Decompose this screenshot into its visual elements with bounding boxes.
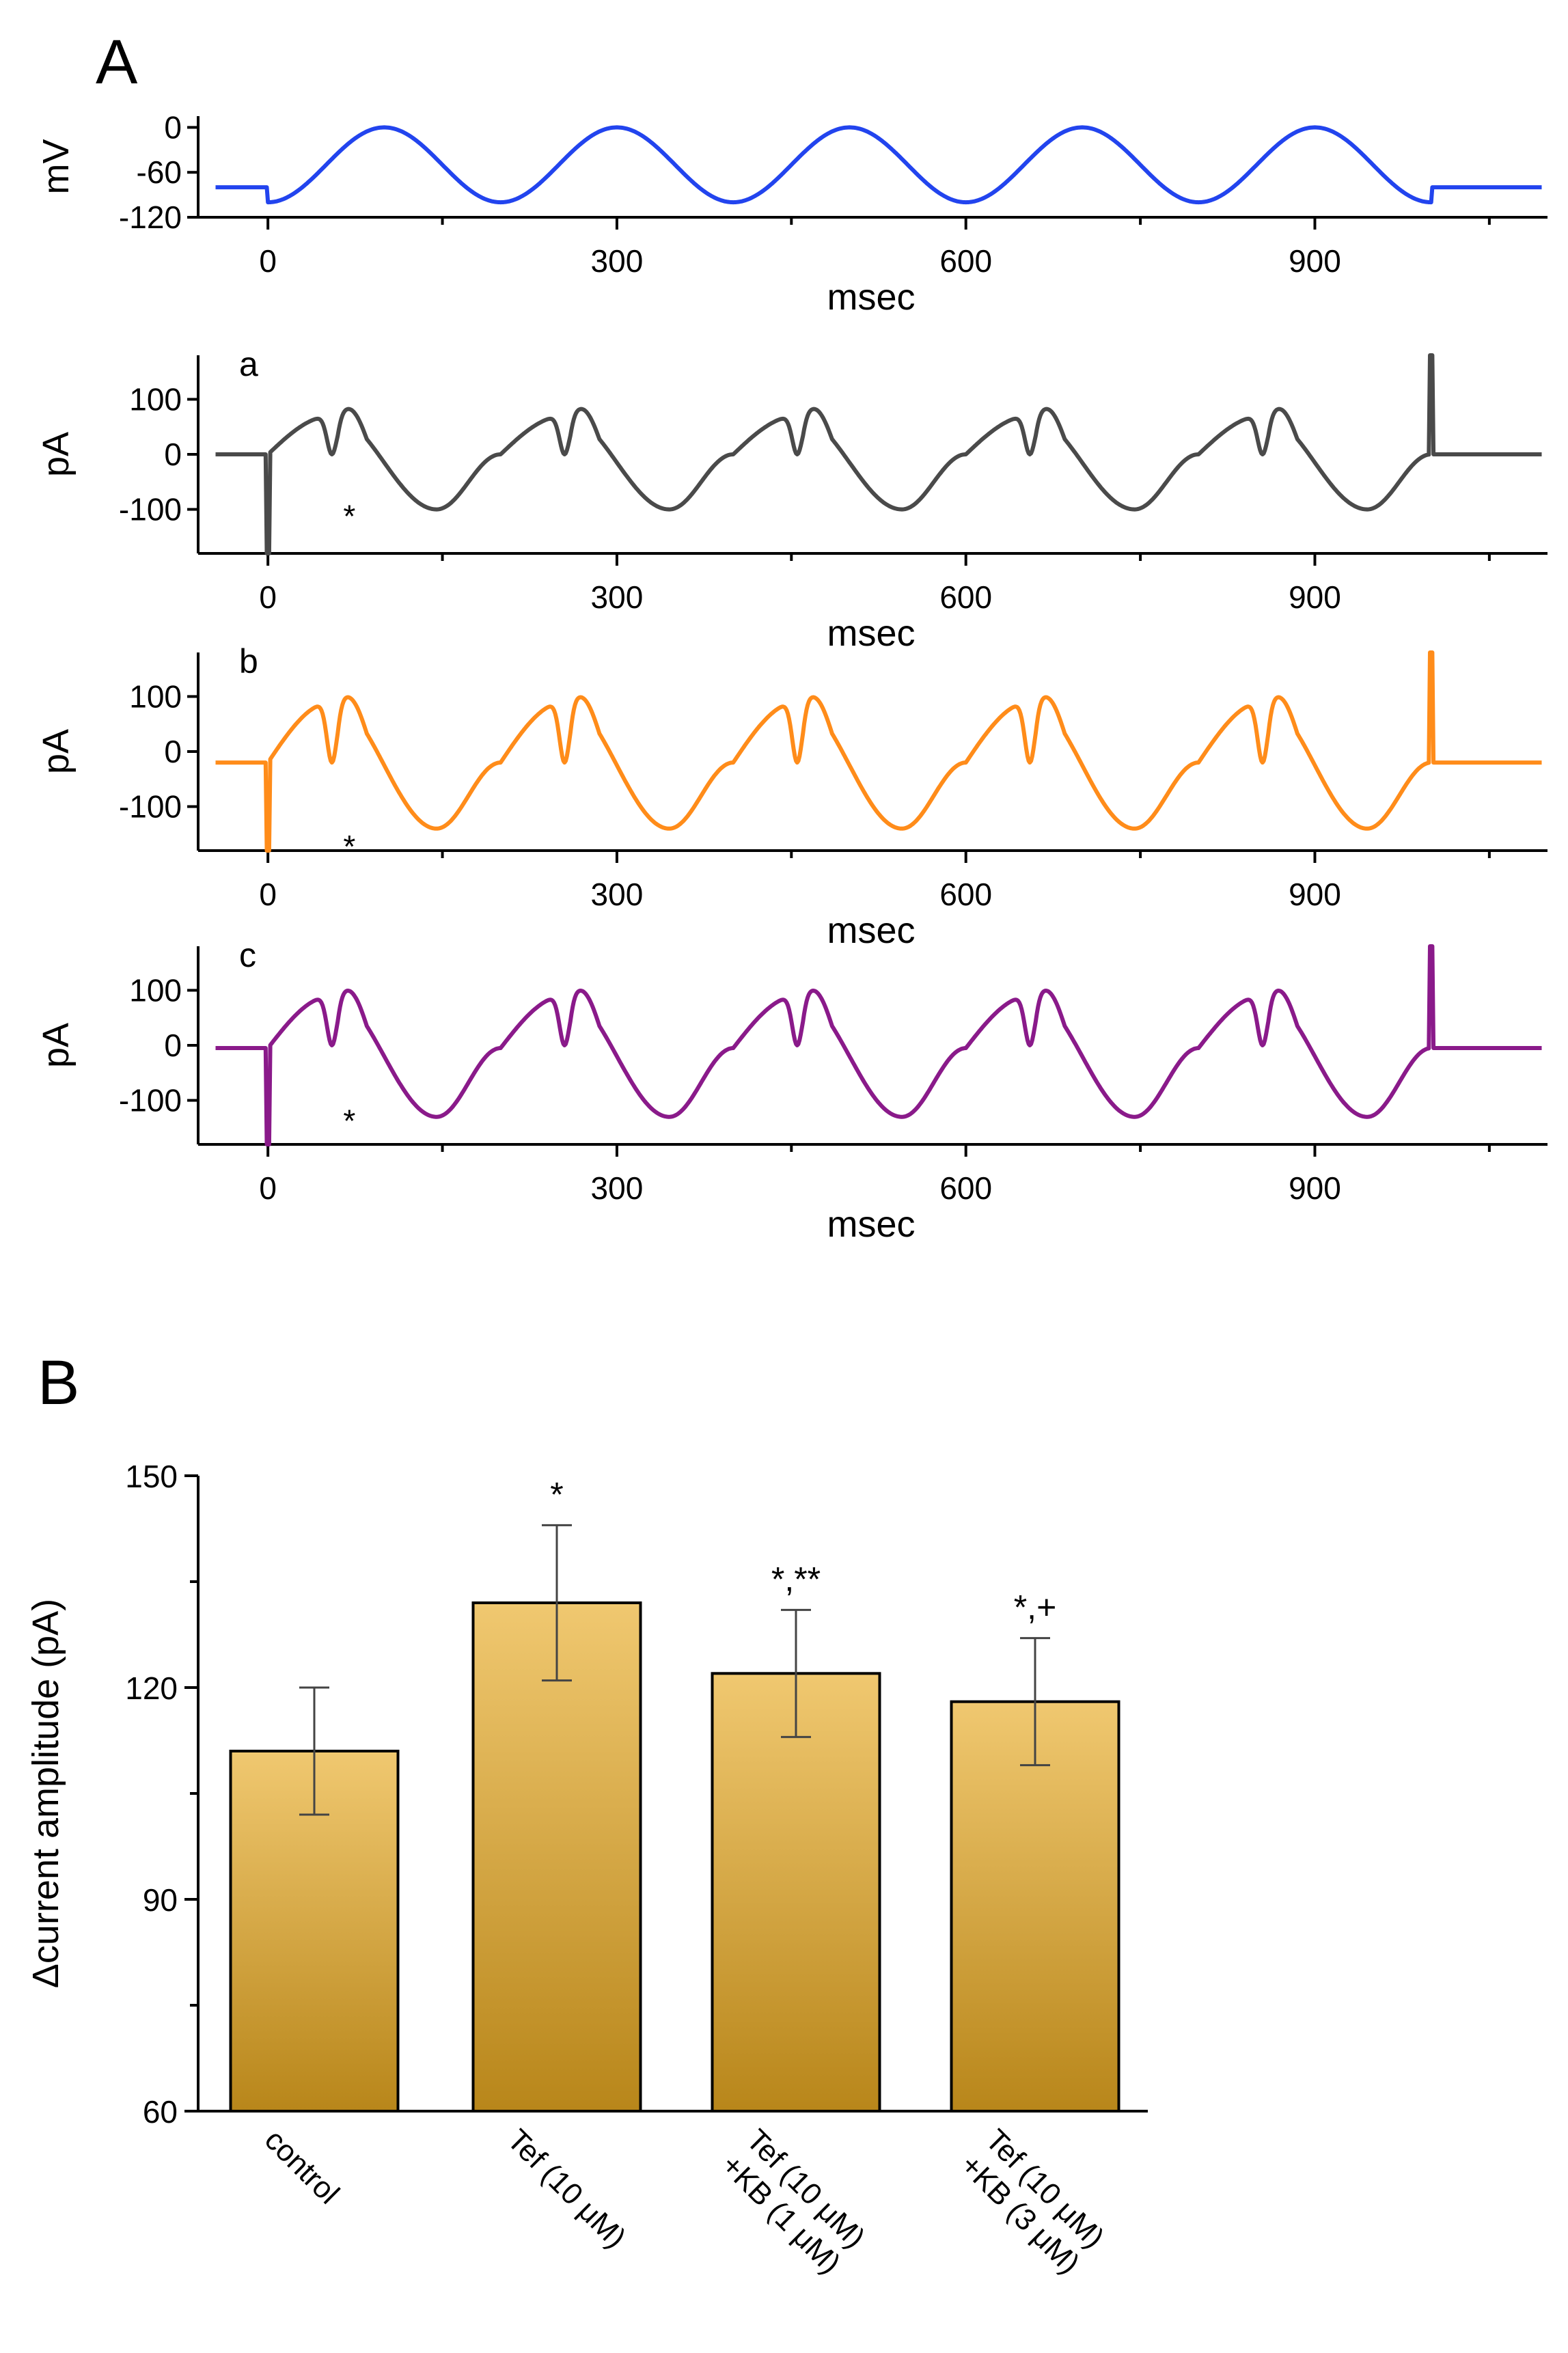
x-tick-label: 600: [939, 243, 992, 279]
x-axis-title: msec: [827, 910, 915, 951]
bar: [711, 1672, 881, 2113]
x-tick-label: 600: [939, 877, 992, 912]
category-label-line: control: [258, 2123, 346, 2210]
y-tick-label: 0: [164, 437, 182, 472]
x-tick-label: 300: [591, 1170, 644, 1206]
y-axis-title: pA: [36, 729, 77, 774]
bar: [229, 1750, 400, 2113]
x-tick-label: 900: [1289, 243, 1341, 279]
trace-panel-2: 100 0 -100 0 300 600 900 pA msec a *: [36, 345, 1548, 654]
significance-marker: *,**: [771, 1560, 821, 1598]
significance-marker: *: [550, 1475, 563, 1513]
x-tick-label: 900: [1289, 579, 1341, 615]
trace-line: [215, 353, 1543, 555]
category-label: Tef (10 μM)+KB (3 μM): [954, 2123, 1110, 2280]
x-axis-title: msec: [827, 613, 915, 654]
y-tick-label: 0: [164, 734, 182, 769]
y-tick-label: 0: [164, 109, 182, 145]
y-tick-label: 120: [125, 1670, 178, 1706]
x-tick-label: 0: [259, 243, 277, 279]
y-tick-label: 150: [125, 1459, 178, 1494]
bar: [471, 1601, 642, 2113]
trace-letter: a: [239, 345, 258, 383]
y-axis-title: mV: [36, 139, 77, 195]
category-label: Tef (10 μM): [501, 2123, 633, 2255]
notch-marker: *: [343, 829, 355, 864]
x-tick-label: 0: [259, 1170, 277, 1206]
panel-b-letter: B: [38, 1348, 79, 1418]
significance-marker: *,+: [1014, 1588, 1057, 1627]
trace-line: [215, 125, 1543, 205]
trace-panel-3: 100 0 -100 0 300 600 900 pA msec b *: [36, 642, 1548, 951]
panel-a-letter: A: [96, 27, 138, 97]
y-tick-label: -100: [119, 789, 182, 825]
trace-line: [215, 944, 1543, 1146]
panel-b-bar-chart: 60 90 120 150 Δcurrent amplitude (pA) control…: [25, 1459, 1148, 2281]
trace-letter: b: [239, 642, 258, 680]
trace-panel-1: 0 -60 -120 0 300 600 900 mV msec: [36, 109, 1548, 318]
y-tick-label: -100: [119, 492, 182, 527]
x-tick-label: 0: [259, 579, 277, 615]
category-label: Tef (10 μM)+KB (1 μM): [715, 2123, 871, 2280]
x-axis-title: msec: [827, 1204, 915, 1245]
bar: [950, 1700, 1120, 2113]
x-tick-label: 600: [939, 579, 992, 615]
x-tick-label: 300: [591, 877, 644, 912]
y-tick-label: 100: [129, 678, 182, 714]
y-tick-label: 100: [129, 972, 182, 1008]
x-tick-label: 900: [1289, 1170, 1341, 1206]
category-label: control: [258, 2123, 346, 2210]
y-axis-title: pA: [36, 432, 77, 477]
y-tick-label: -120: [119, 199, 182, 235]
y-tick-label: 100: [129, 381, 182, 417]
x-tick-label: 300: [591, 579, 644, 615]
panel-a: 0 -60 -120 0 300 600 900 mV msec 100 0 -100 0 300 600 9…: [36, 109, 1548, 1245]
y-tick-label: -60: [137, 154, 182, 190]
notch-marker: *: [343, 499, 355, 534]
trace-panel-4: 100 0 -100 0 300 600 900 pA msec c *: [36, 936, 1548, 1245]
y-tick-label: -100: [119, 1083, 182, 1118]
y-axis-title: pA: [36, 1023, 77, 1068]
x-tick-label: 600: [939, 1170, 992, 1206]
x-axis-title: msec: [827, 277, 915, 318]
x-tick-label: 900: [1289, 877, 1341, 912]
trace-line: [215, 650, 1543, 853]
x-tick-label: 300: [591, 243, 644, 279]
trace-letter: c: [239, 936, 256, 974]
y-tick-label: 60: [143, 2094, 178, 2130]
y-tick-label: 90: [143, 1882, 178, 1918]
y-tick-label: 0: [164, 1028, 182, 1063]
y-axis-title: Δcurrent amplitude (pA): [25, 1599, 66, 1988]
notch-marker: *: [343, 1103, 355, 1139]
category-label-line: Tef (10 μM): [501, 2123, 633, 2255]
x-tick-label: 0: [259, 877, 277, 912]
